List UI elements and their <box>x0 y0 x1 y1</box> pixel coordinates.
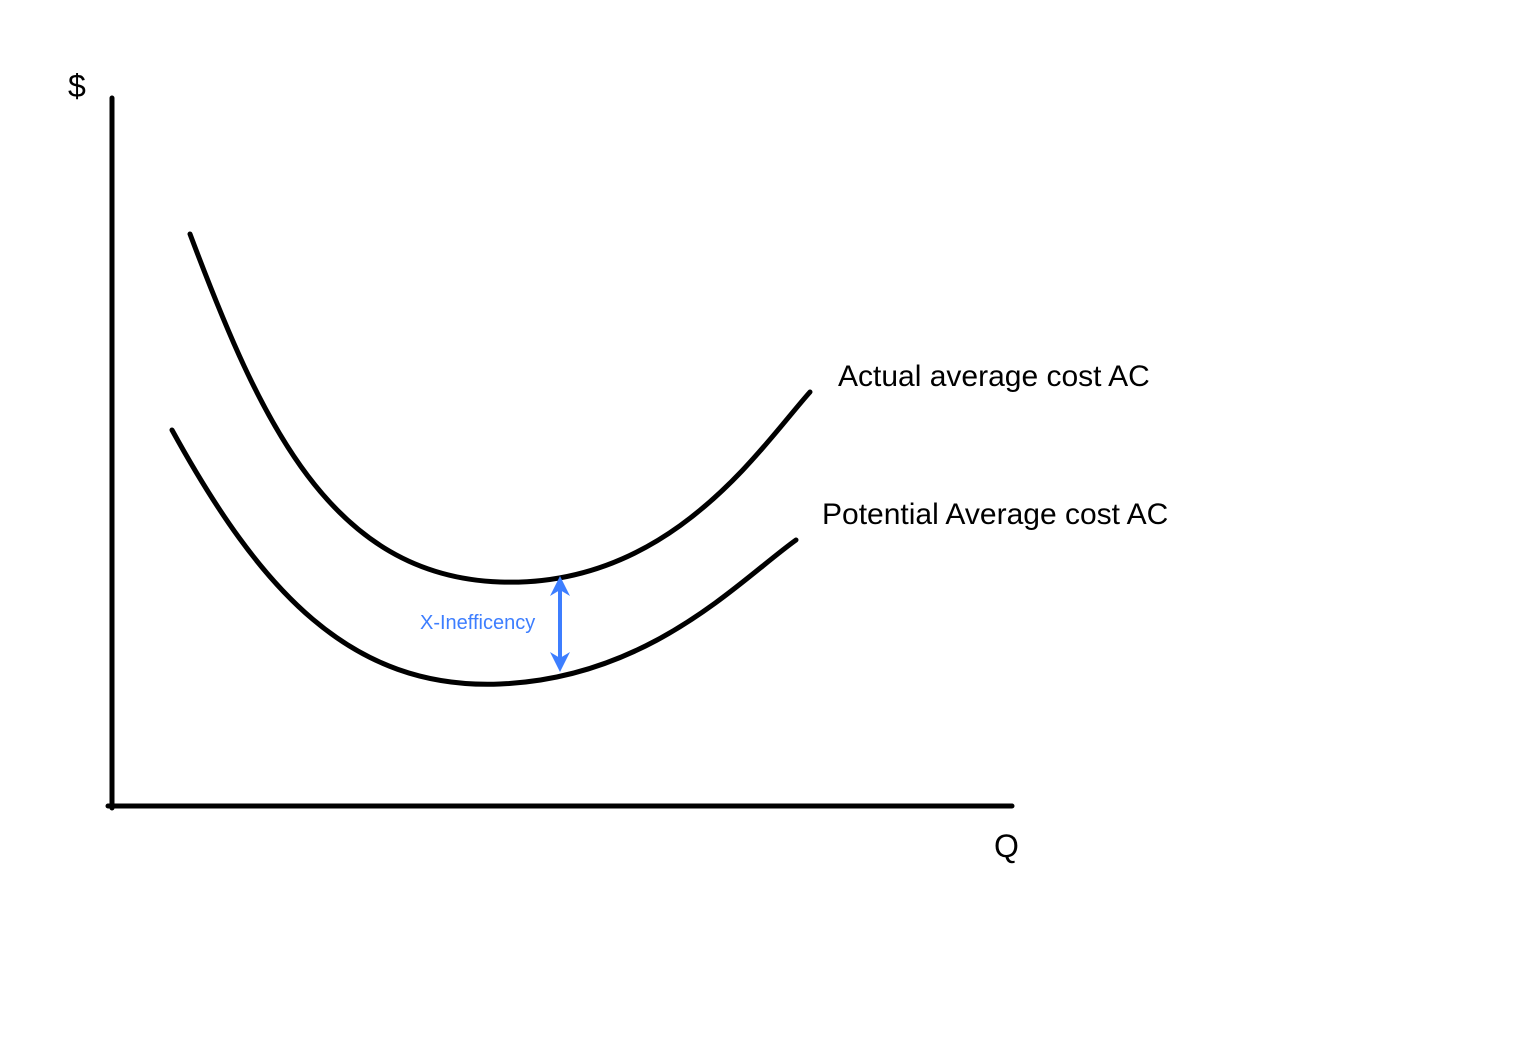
x-axis-label: Q <box>994 828 1019 865</box>
potential-ac-curve <box>172 430 796 684</box>
economics-chart: $ Q Actual average cost AC Potential Ave… <box>0 0 1528 1044</box>
actual-ac-curve <box>190 234 810 582</box>
y-axis-label: $ <box>68 68 86 105</box>
actual-ac-label: Actual average cost AC <box>838 360 1150 394</box>
chart-svg <box>0 0 1528 1044</box>
gap-arrow <box>550 576 570 672</box>
potential-ac-label: Potential Average cost AC <box>822 498 1168 532</box>
x-inefficiency-label: X-Inefficency <box>420 612 535 635</box>
